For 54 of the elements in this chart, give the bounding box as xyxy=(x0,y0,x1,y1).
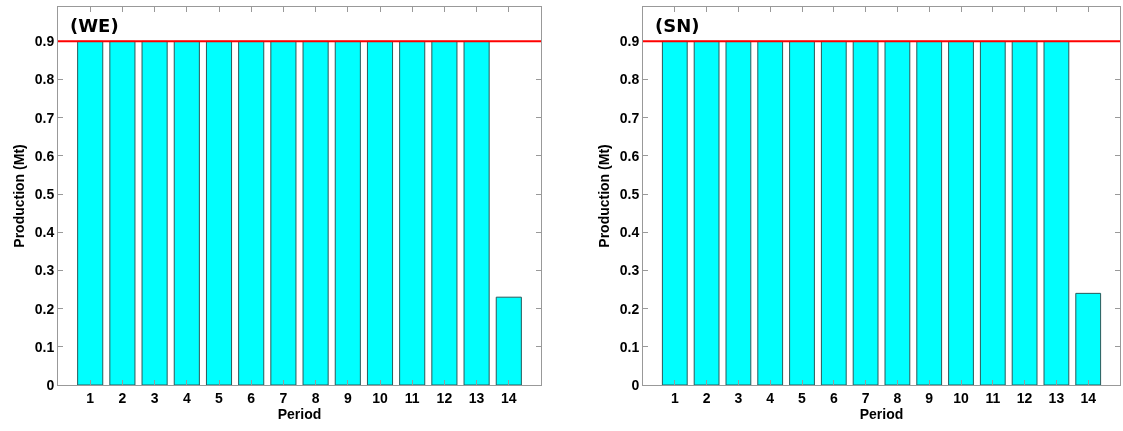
x-axis-title: Period xyxy=(859,405,904,422)
x-tick-label: 9 xyxy=(925,389,934,406)
y-tick-label: 0.9 xyxy=(34,33,55,50)
x-tick-label: 11 xyxy=(404,389,420,406)
annotation: (WE) xyxy=(70,15,119,36)
y-tick-label: 0.4 xyxy=(619,224,640,241)
y-tick-label: 0.7 xyxy=(619,109,640,126)
y-tick-label: 0.9 xyxy=(619,33,640,50)
x-tick-label: 14 xyxy=(1080,389,1097,406)
x-tick-label: 6 xyxy=(829,389,838,406)
x-tick-label: 1 xyxy=(670,389,679,406)
y-tick-label: 0.6 xyxy=(619,147,640,164)
x-tick-label: 14 xyxy=(501,389,517,406)
x-tick-label: 12 xyxy=(436,389,453,406)
y-tick-label: 0.3 xyxy=(34,262,55,279)
x-tick-label: 13 xyxy=(1048,389,1065,406)
x-tick-label: 4 xyxy=(182,389,191,406)
x-tick-label: 10 xyxy=(372,389,388,406)
y-tick-label: 0.5 xyxy=(34,185,55,202)
x-axis-title: Period xyxy=(277,405,322,422)
y-tick-label: 0.1 xyxy=(619,338,640,355)
x-tick-label: 3 xyxy=(734,389,743,406)
x-tick-label: 1 xyxy=(86,389,95,406)
x-tick-label: 7 xyxy=(861,389,870,406)
x-tick-label: 9 xyxy=(343,389,352,406)
x-tick-label: 7 xyxy=(279,389,288,406)
x-tick-label: 5 xyxy=(215,389,224,406)
x-tick-label: 4 xyxy=(766,389,775,406)
x-tick-label: 12 xyxy=(1016,389,1033,406)
y-tick-label: 0.8 xyxy=(34,71,55,88)
x-tick-label: 8 xyxy=(893,389,902,406)
x-tick-label: 13 xyxy=(468,389,485,406)
y-tick-label: 0 xyxy=(631,376,640,393)
y-axis-title: Production (Mt) xyxy=(596,144,613,248)
x-tick-label: 2 xyxy=(118,389,127,406)
y-tick-label: 0 xyxy=(46,376,55,393)
y-tick-label: 0.8 xyxy=(619,71,640,88)
y-tick-label: 0.2 xyxy=(34,300,55,317)
y-tick-label: 0.6 xyxy=(34,147,55,164)
y-tick-label: 0.1 xyxy=(34,338,55,355)
y-tick-label: 0.7 xyxy=(34,109,55,126)
x-tick-label: 5 xyxy=(798,389,807,406)
x-tick-label: 11 xyxy=(985,389,1001,406)
y-tick-label: 0.5 xyxy=(619,185,640,202)
x-tick-label: 2 xyxy=(702,389,711,406)
x-tick-label: 8 xyxy=(311,389,320,406)
x-tick-label: 10 xyxy=(953,389,969,406)
x-tick-label: 6 xyxy=(247,389,256,406)
y-axis-title: Production (Mt) xyxy=(11,144,28,248)
annotation: (SN) xyxy=(655,15,700,36)
y-tick-label: 0.3 xyxy=(619,262,640,279)
y-tick-label: 0.2 xyxy=(619,300,640,317)
x-tick-label: 3 xyxy=(150,389,159,406)
y-tick-label: 0.4 xyxy=(34,224,55,241)
